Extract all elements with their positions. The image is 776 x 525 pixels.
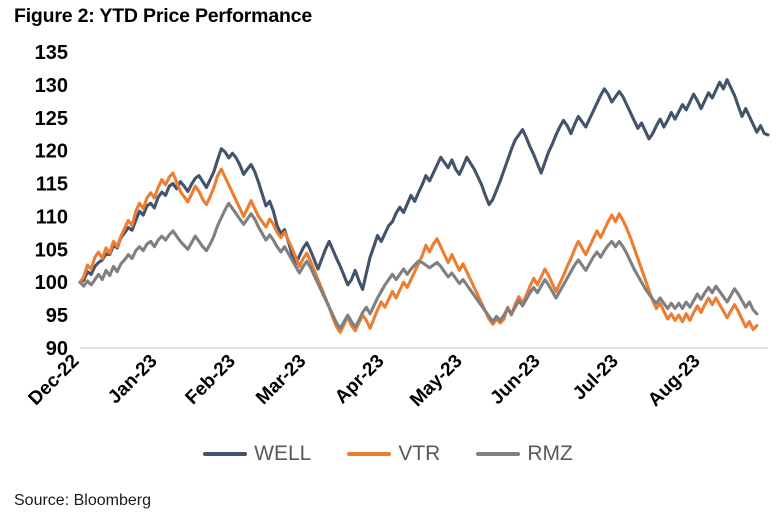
chart-legend: WELL VTR RMZ bbox=[0, 443, 776, 464]
x-axis-tick-label: May-23 bbox=[406, 351, 466, 411]
y-axis-labels: 90 95 100 105 110 115 120 125 130 135 bbox=[35, 42, 68, 360]
chart-plot-area: 90 95 100 105 110 115 120 125 130 135 Dec-22 Jan-2… bbox=[0, 40, 776, 440]
legend-item-well[interactable]: WELL bbox=[203, 443, 311, 464]
x-axis-tick-label: Mar-23 bbox=[252, 351, 310, 409]
y-axis-tick-label: 100 bbox=[35, 272, 68, 294]
y-axis-tick-label: 120 bbox=[35, 141, 68, 163]
legend-item-rmz[interactable]: RMZ bbox=[476, 443, 573, 464]
y-axis-tick-label: 125 bbox=[35, 108, 68, 130]
series-line-rmz bbox=[78, 201, 759, 330]
y-axis-tick-label: 90 bbox=[46, 338, 68, 360]
legend-label-rmz: RMZ bbox=[527, 442, 573, 465]
legend-item-vtr[interactable]: VTR bbox=[347, 443, 440, 464]
series-lines bbox=[78, 78, 770, 334]
x-axis-tick-label: Aug-23 bbox=[644, 351, 704, 411]
page-title: Figure 2: YTD Price Performance bbox=[14, 5, 312, 27]
y-axis-tick-label: 110 bbox=[36, 206, 68, 228]
legend-swatch-vtr bbox=[347, 451, 392, 456]
x-axis-tick-label: Jul-23 bbox=[569, 351, 623, 405]
legend-label-well: WELL bbox=[254, 442, 312, 465]
series-line-well bbox=[78, 78, 770, 292]
y-axis-tick-label: 115 bbox=[36, 174, 68, 196]
x-axis-tick-label: Jun-23 bbox=[487, 351, 545, 409]
legend-swatch-well bbox=[203, 451, 248, 456]
source-divider bbox=[0, 484, 776, 485]
x-axis-labels: Dec-22 Jan-23 Feb-23 Mar-23 Apr-23 May-23 Jun-… bbox=[25, 351, 705, 411]
legend-label-vtr: VTR bbox=[398, 442, 441, 465]
series-line-vtr bbox=[78, 167, 759, 334]
x-axis-tick-label: Feb-23 bbox=[182, 351, 240, 409]
x-axis-tick-label: Jan-23 bbox=[104, 351, 161, 408]
y-axis-tick-label: 105 bbox=[35, 239, 68, 261]
y-axis-tick-label: 130 bbox=[35, 75, 68, 97]
legend-swatch-rmz bbox=[476, 451, 521, 456]
y-axis-tick-label: 95 bbox=[46, 305, 68, 327]
y-axis-tick-label: 135 bbox=[35, 42, 68, 64]
x-axis-tick-label: Apr-23 bbox=[331, 351, 388, 408]
source-note: Source: Bloomberg bbox=[14, 492, 151, 509]
